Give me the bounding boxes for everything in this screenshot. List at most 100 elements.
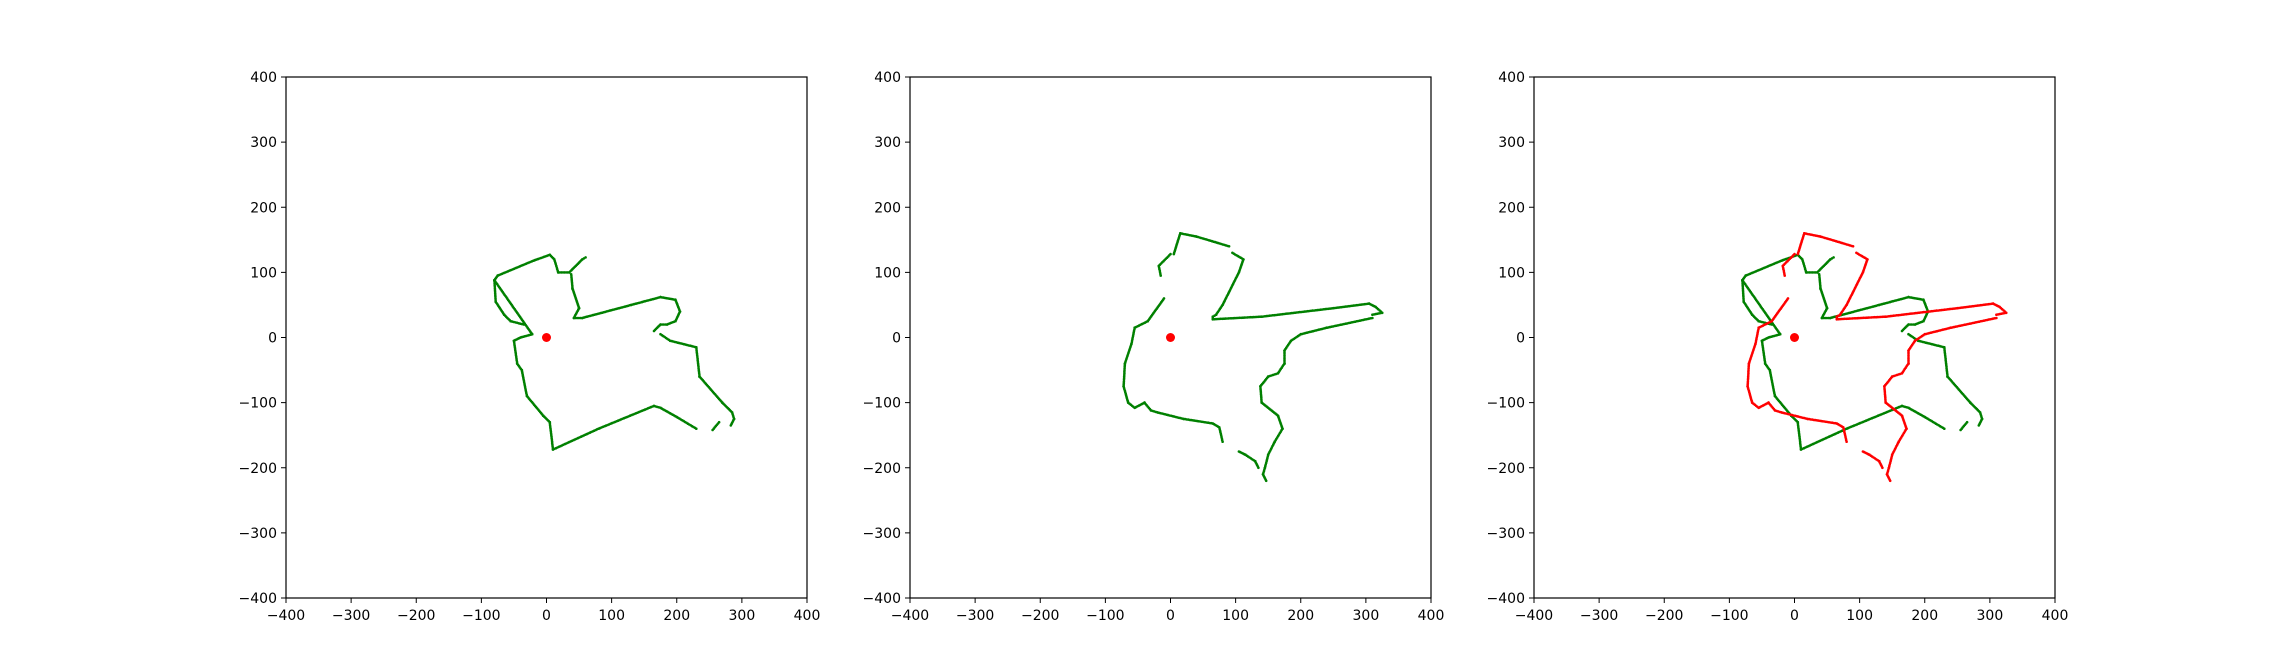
scan-point (1881, 466, 1884, 470)
scan-segment (659, 332, 736, 427)
origin-point (542, 333, 551, 342)
x-tick-label: −300 (1580, 608, 1618, 624)
scan-segment (1746, 297, 1848, 444)
x-tick-label: −300 (956, 608, 994, 624)
x-tick-label: 0 (542, 608, 551, 624)
x-tick-label: 200 (663, 608, 690, 624)
scan-segment (1907, 332, 1984, 427)
scan-point (695, 427, 698, 431)
scan-segment (1884, 302, 2008, 319)
scan-segment (1237, 450, 1260, 470)
scan-segment (1259, 316, 1374, 483)
subplot-2: −400 −300 −200 −100 0 100 200 300 400 400 300 200 10… (863, 70, 1445, 624)
y-tick-label: 100 (874, 265, 901, 281)
subplot-1: −400 −300 −200 −100 0 100 200 300 400 400 300 200 10… (239, 70, 821, 624)
x-tick-label: −300 (332, 608, 370, 624)
y-tick-label: 200 (250, 200, 277, 216)
x-tick-label: −100 (1086, 608, 1124, 624)
y-tick-label: 300 (874, 135, 901, 151)
y-tick-label: −200 (863, 461, 901, 477)
x-tick-label: 400 (2042, 608, 2069, 624)
scan-segment (1157, 252, 1172, 277)
y-tick-label: −300 (239, 526, 277, 542)
scan-point (1257, 466, 1260, 470)
x-tick-label: 200 (1287, 608, 1314, 624)
scan-segment (581, 295, 682, 333)
scan-point (1845, 440, 1848, 444)
y-tick-label: 0 (268, 331, 277, 347)
scan-segment (1260, 302, 1384, 319)
origin-point (1790, 333, 1799, 342)
x-tick-label: 0 (1790, 608, 1799, 624)
scan-point (1995, 313, 1998, 317)
scan-point (1264, 479, 1268, 483)
y-tick-label: −300 (863, 526, 901, 542)
scan-point (1227, 245, 1231, 248)
scan-point (711, 428, 714, 432)
scan-segment (1172, 232, 1231, 256)
scan-segment (1817, 273, 1832, 320)
scan-segment (1959, 420, 1969, 432)
x-tick-label: 0 (1166, 608, 1175, 624)
x-tick-label: 400 (794, 608, 821, 624)
scan-segment (1796, 232, 1855, 256)
scan-point (1832, 256, 1835, 259)
y-tick-label: −100 (239, 396, 277, 412)
y-tick-label: −100 (1487, 396, 1525, 412)
scan-segment (1835, 251, 1887, 321)
y-tick-label: −100 (863, 396, 901, 412)
scan-point (584, 256, 587, 259)
scan-segment (1211, 251, 1263, 321)
scan-segment (569, 273, 584, 320)
x-tick-label: 100 (1846, 608, 1873, 624)
y-tick-label: 300 (250, 135, 277, 151)
x-tick-label: −400 (1515, 608, 1553, 624)
scan-segment (711, 420, 721, 432)
y-tick-label: −200 (1487, 461, 1525, 477)
scan-point (1888, 479, 1892, 483)
y-tick-label: 100 (250, 265, 277, 281)
scan-point (1770, 323, 1773, 326)
y-tick-label: 0 (892, 331, 901, 347)
x-tick-label: 100 (1222, 608, 1249, 624)
x-tick-label: 300 (729, 608, 756, 624)
y-tick-label: 400 (874, 70, 901, 86)
scan-segment (1122, 297, 1224, 444)
x-tick-label: 300 (1353, 608, 1380, 624)
scan-segment (1741, 253, 1835, 336)
scan-segment (512, 332, 698, 451)
scan-segment (1861, 450, 1884, 470)
scan-point (1900, 329, 1904, 333)
scan-segment (1741, 278, 1773, 326)
x-tick-label: 400 (1418, 608, 1445, 624)
scan-segment (493, 278, 525, 326)
y-tick-label: −400 (1487, 591, 1525, 607)
x-tick-label: −100 (1710, 608, 1748, 624)
y-tick-label: 100 (1498, 265, 1525, 281)
scan-segment (1760, 332, 1946, 451)
x-tick-label: −200 (397, 608, 435, 624)
y-tick-label: −300 (1487, 526, 1525, 542)
scan-point (652, 329, 656, 333)
scan-point (1793, 252, 1796, 256)
y-tick-label: 400 (250, 70, 277, 86)
subplot-3: −400 −300 −200 −100 0 100 200 300 400 400 300 200 10… (1487, 70, 2069, 624)
scan-point (522, 323, 525, 326)
y-tick-label: 400 (1498, 70, 1525, 86)
scan-point (1371, 313, 1374, 317)
x-tick-label: −200 (1645, 608, 1683, 624)
y-tick-label: 300 (1498, 135, 1525, 151)
y-tick-label: −200 (239, 461, 277, 477)
scan-segment (1781, 252, 1796, 277)
x-tick-label: −400 (267, 608, 305, 624)
y-tick-label: 200 (874, 200, 901, 216)
scan-point (1977, 424, 1981, 427)
y-tick-label: −400 (863, 591, 901, 607)
y-tick-label: 0 (1516, 331, 1525, 347)
scan-segment (1883, 316, 1998, 483)
x-tick-label: 100 (598, 608, 625, 624)
x-tick-label: 200 (1911, 608, 1938, 624)
origin-point (1166, 333, 1175, 342)
scan-point (1169, 252, 1172, 256)
